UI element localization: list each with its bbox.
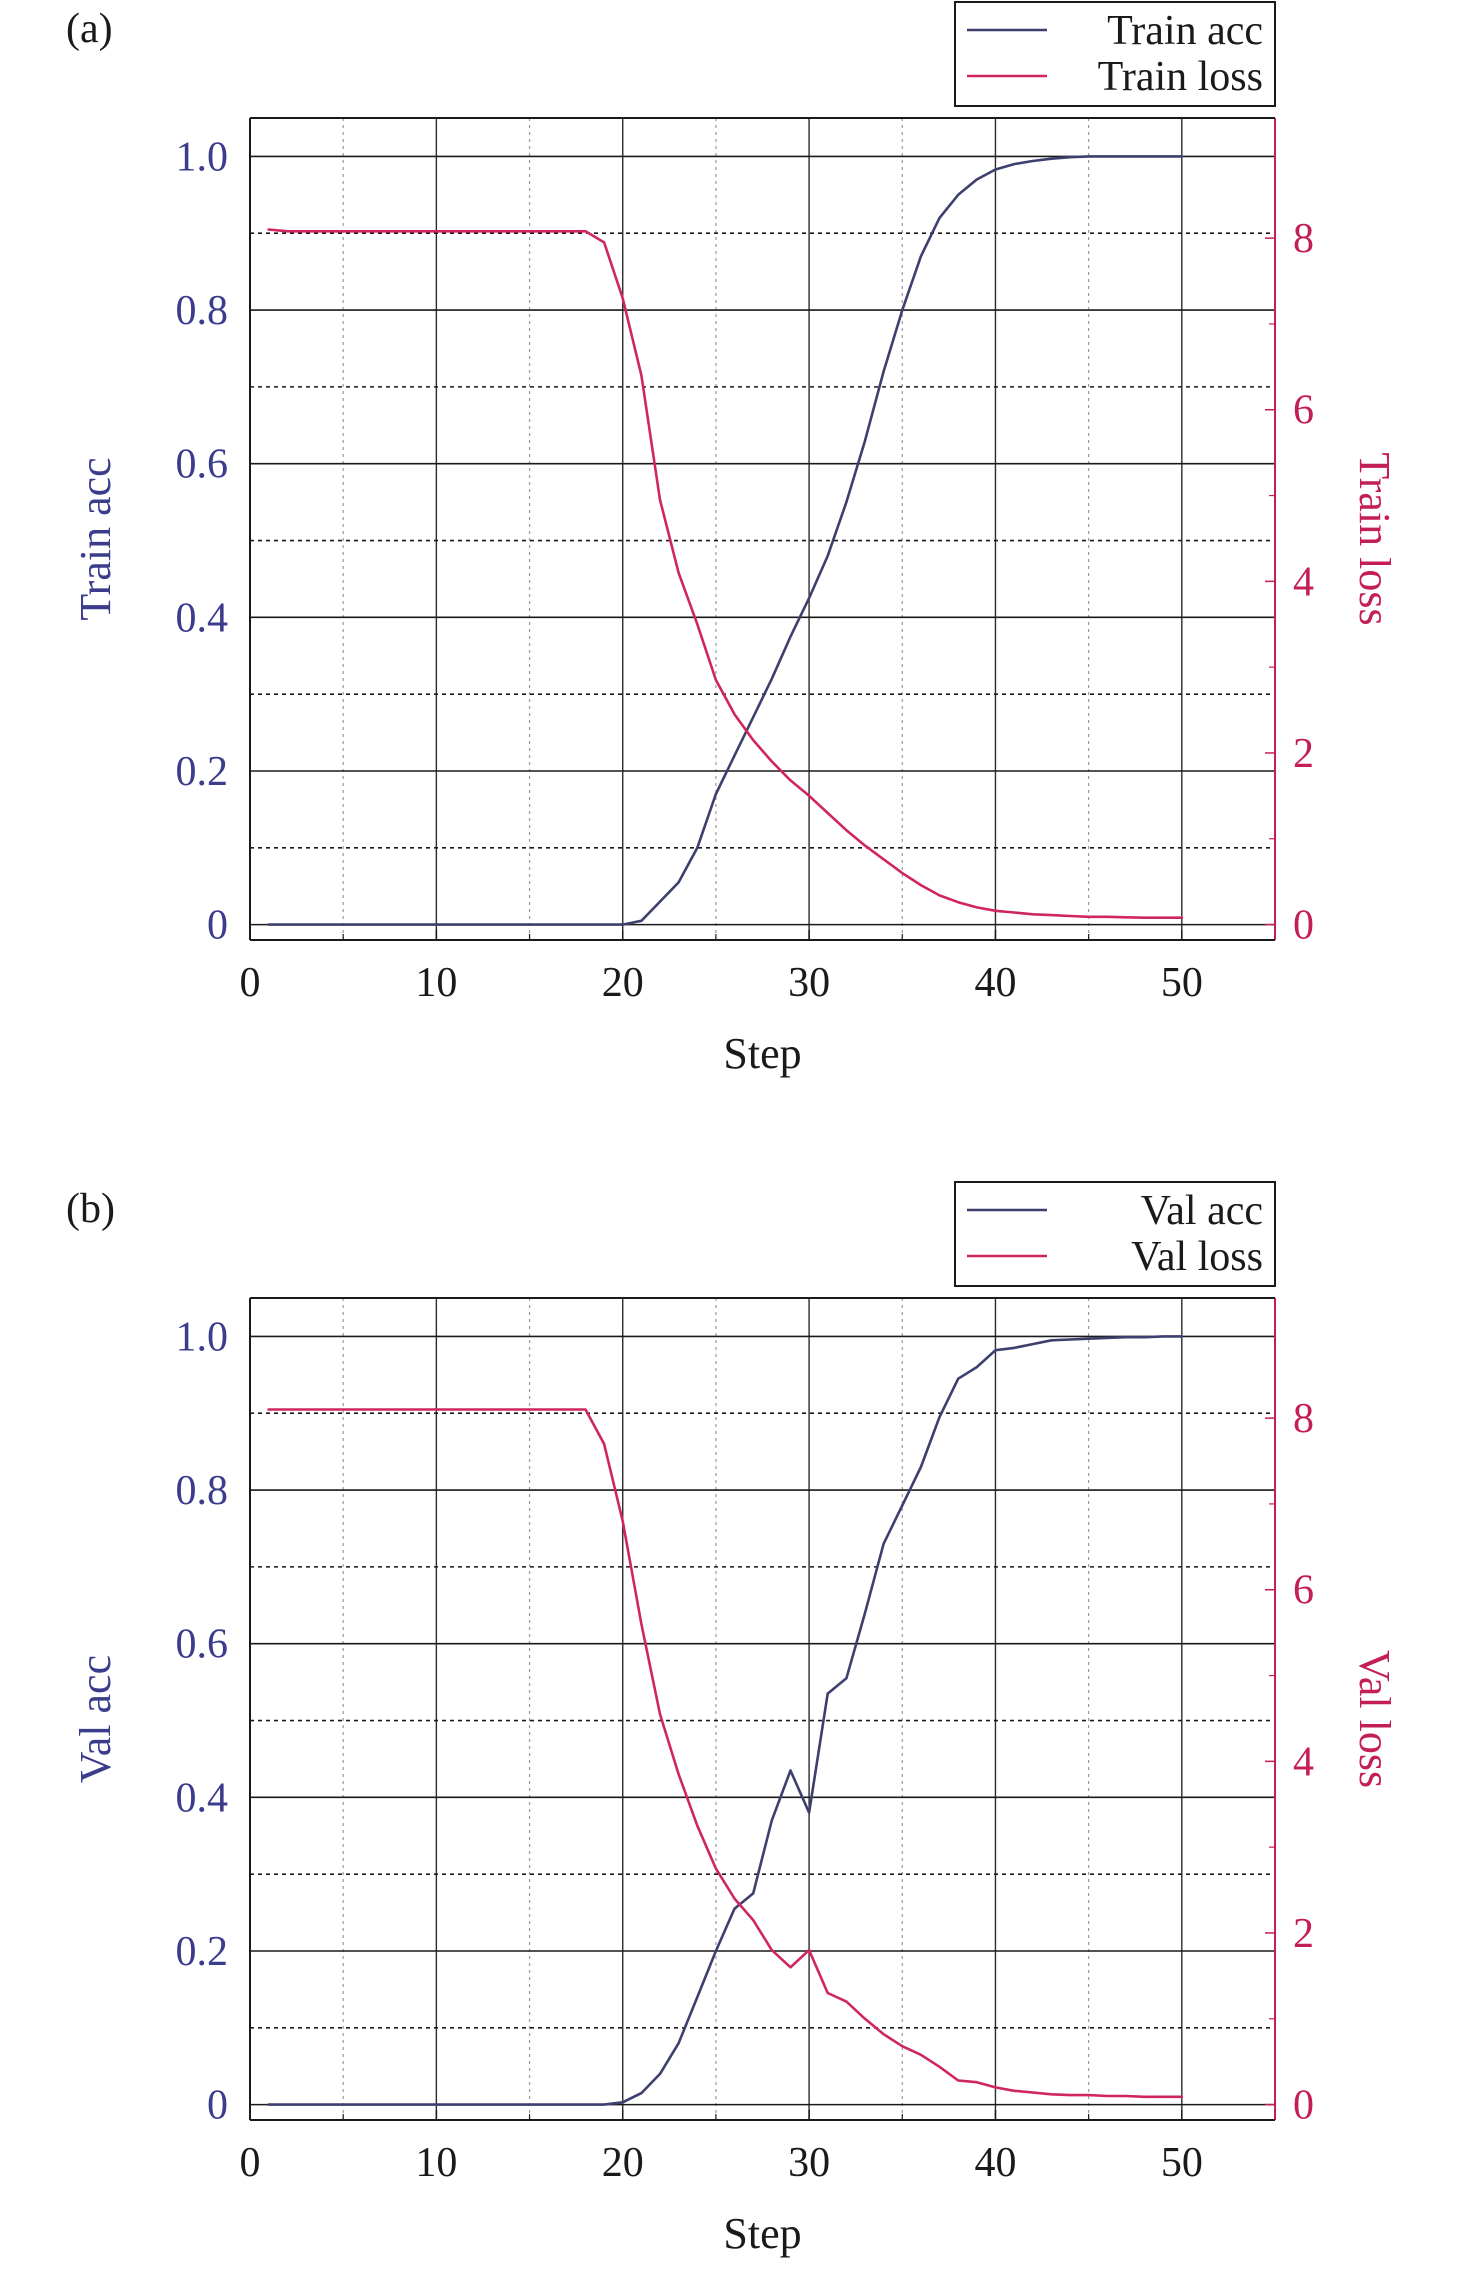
y-right-tick-label: 6 [1293, 1568, 1314, 1614]
x-tick-label: 20 [602, 960, 644, 1006]
panel-label: (a) [66, 6, 113, 52]
plot-area [250, 1298, 1275, 2120]
y-right-tick-label: 8 [1293, 1396, 1314, 1442]
panels: (a)0 10 20 30 40 5000.20.40.60.81.002468StepT… [66, 1, 1399, 2258]
x-tick-label: 20 [602, 2140, 644, 2186]
legend-box [954, 1181, 1276, 1287]
legend-label: Train loss [1098, 54, 1263, 100]
y-left-tick-label: 0.2 [176, 749, 229, 795]
plot-area [250, 118, 1275, 940]
y-left-tick-label: 1.0 [176, 1314, 229, 1360]
y-right-tick-label: 4 [1293, 559, 1314, 605]
x-tick-label: 50 [1161, 960, 1203, 1006]
y-left-tick-label: 0.8 [176, 1468, 229, 1514]
series-line-loss [267, 1408, 1184, 2099]
y-right-tick-label: 0 [1293, 903, 1314, 949]
panel-label: (b) [66, 1186, 115, 1232]
y-left-tick-label: 0.4 [176, 595, 229, 641]
x-tick-label: 30 [788, 2140, 830, 2186]
x-tick-label: 50 [1161, 2140, 1203, 2186]
x-tick-label: 0 [240, 960, 261, 1006]
x-tick-label: 30 [788, 960, 830, 1006]
y-right-tick-label: 8 [1293, 216, 1314, 262]
y-right-axis-title: Val loss [1350, 1650, 1399, 1788]
y-right-tick-label: 4 [1293, 1739, 1314, 1785]
y-left-tick-label: 0 [207, 2083, 228, 2129]
chart-panel-1: (a) 0 10 20 30 40 50 0 0.2 0.4 0.6 0.8 1.0 0 2 4 6 8 Step T… [66, 1, 1399, 1078]
y-left-axis-title: Train acc [71, 457, 120, 620]
y-left-tick-label: 1.0 [176, 134, 229, 180]
y-right-tick-label: 2 [1293, 731, 1314, 777]
y-left-tick-label: 0.8 [176, 288, 229, 334]
series-line-acc [267, 1335, 1184, 2106]
legend-label: Val acc [1141, 1188, 1263, 1234]
y-left-tick-label: 0 [207, 903, 228, 949]
y-right-axis-title: Train loss [1350, 452, 1399, 625]
y-right-tick-label: 0 [1293, 2083, 1314, 2129]
legend-label: Train acc [1107, 8, 1263, 54]
legend-label: Val loss [1131, 1234, 1263, 1280]
y-left-tick-label: 0.2 [176, 1929, 229, 1975]
legend-box [954, 1, 1276, 107]
y-left-tick-label: 0.6 [176, 442, 229, 488]
y-left-tick-label: 0.6 [176, 1622, 229, 1668]
y-right-tick-label: 2 [1293, 1911, 1314, 1957]
y-left-axis-title: Val acc [71, 1655, 120, 1783]
chart-panel-2: (b) 0 10 20 30 40 50 0 0.2 0.4 0.6 0.8 1.0 0 2 4 6 8 Step V… [66, 1181, 1399, 2258]
x-axis-title: Step [723, 2209, 801, 2258]
series-line-loss [267, 228, 1184, 920]
x-tick-label: 40 [974, 960, 1016, 1006]
x-axis-title: Step [723, 1029, 801, 1078]
series-line-acc [267, 155, 1184, 926]
x-tick-label: 10 [415, 2140, 457, 2186]
x-tick-label: 40 [974, 2140, 1016, 2186]
y-left-tick-label: 0.4 [176, 1775, 229, 1821]
x-tick-label: 10 [415, 960, 457, 1006]
y-right-tick-label: 6 [1293, 388, 1314, 434]
x-tick-label: 0 [240, 2140, 261, 2186]
